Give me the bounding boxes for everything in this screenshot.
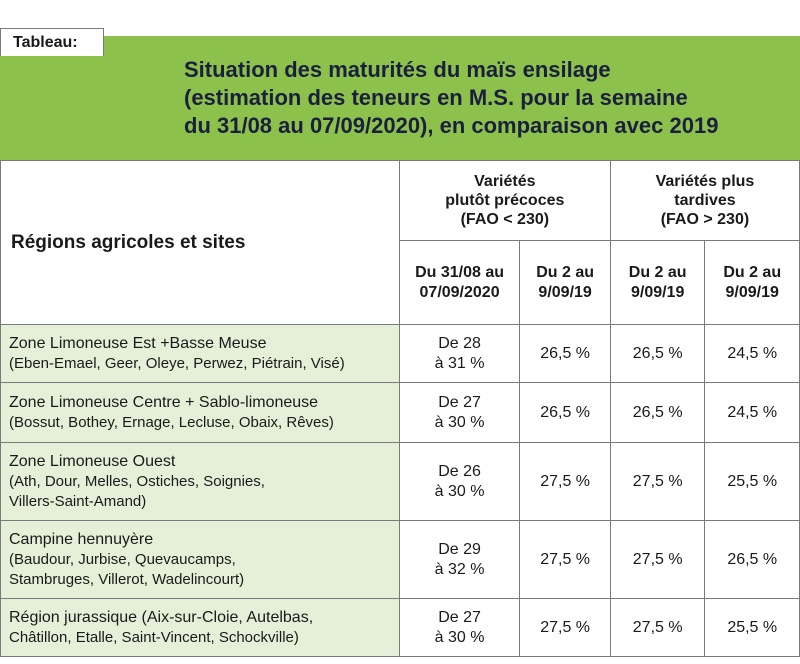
value-cell: 24,5 % — [704, 324, 800, 383]
header-line: 9/09/19 — [630, 283, 685, 301]
region-name: Zone Limoneuse Ouest — [9, 452, 176, 470]
range-line: De 27 — [438, 608, 481, 626]
region-cell: Région jurassique (Aix-sur-Cloie, Autelb… — [0, 598, 400, 657]
value-cell: 26,5 % — [704, 520, 800, 599]
table-row: Région jurassique (Aix-sur-Cloie, Autelb… — [0, 598, 800, 657]
value-cell: 27,5 % — [609, 442, 706, 521]
title-line: Situation des maturités du maïs ensilage — [184, 57, 611, 82]
range-cell: De 29 à 32 % — [398, 520, 521, 599]
region-sites: (Eben-Emael, Geer, Oleye, Perwez, Piétra… — [9, 354, 345, 372]
header-line: Variétés plus — [655, 173, 755, 190]
header-line: 07/09/2020 — [419, 283, 500, 301]
region-sites: Châtillon, Etalle, Saint-Vincent, Schock… — [9, 628, 299, 646]
value-cell: 25,5 % — [704, 442, 800, 521]
header-line: Variétés — [474, 173, 536, 190]
header-col1: Du 31/08 au 07/09/2020 — [398, 240, 521, 325]
region-name: Zone Limoneuse Centre + Sablo-limoneuse — [9, 393, 319, 411]
title-line: du 31/08 au 07/09/2020), en comparaison … — [184, 113, 719, 138]
header-line: (FAO > 230) — [660, 211, 750, 228]
region-cell: Zone Limoneuse Ouest (Ath, Dour, Melles,… — [0, 442, 400, 521]
range-line: à 30 % — [434, 482, 485, 500]
range-cell: De 27 à 30 % — [398, 382, 521, 443]
region-sites: Stambruges, Villerot, Wadelincourt) — [9, 570, 245, 588]
range-line: à 30 % — [434, 413, 485, 431]
value-cell: 25,5 % — [704, 598, 800, 657]
region-sites: (Bossut, Bothey, Ernage, Lecluse, Obaix,… — [9, 413, 334, 431]
table-row: Zone Limoneuse Centre + Sablo-limoneuse … — [0, 382, 800, 443]
value-cell: 24,5 % — [704, 382, 800, 443]
range-line: à 31 % — [434, 354, 485, 372]
value-cell: 26,5 % — [519, 324, 611, 383]
region-cell: Campine hennuyère (Baudour, Jurbise, Que… — [0, 520, 400, 599]
range-cell: De 28 à 31 % — [398, 324, 521, 383]
header-group-early: Variétés plutôt précoces (FAO < 230) — [398, 160, 611, 241]
header-line: tardives — [674, 192, 736, 209]
region-sites: (Baudour, Jurbise, Quevaucamps, — [9, 550, 236, 568]
region-name: Région jurassique (Aix-sur-Cloie, Autelb… — [9, 608, 314, 626]
header-line: 9/09/19 — [725, 283, 779, 301]
range-line: De 28 — [438, 334, 481, 352]
value-cell: 27,5 % — [519, 442, 611, 521]
region-name: Zone Limoneuse Est +Basse Meuse — [9, 334, 267, 352]
title-band — [0, 36, 800, 160]
range-cell: De 27 à 30 % — [398, 598, 521, 657]
value-cell: 27,5 % — [609, 598, 706, 657]
title-line: (estimation des teneurs en M.S. pour la … — [184, 85, 688, 110]
value-cell: 27,5 % — [609, 520, 706, 599]
value-cell: 26,5 % — [609, 324, 706, 383]
table-row: Zone Limoneuse Ouest (Ath, Dour, Melles,… — [0, 442, 800, 521]
value-cell: 26,5 % — [609, 382, 706, 443]
header-col3: Du 2 au 9/09/19 — [609, 240, 706, 325]
region-cell: Zone Limoneuse Est +Basse Meuse (Eben-Em… — [0, 324, 400, 383]
header-line: Du 2 au — [628, 263, 687, 281]
header-regions: Régions agricoles et sites — [0, 160, 400, 325]
header-line: Du 2 au — [723, 263, 782, 281]
value-cell: 26,5 % — [519, 382, 611, 443]
header-line: (FAO < 230) — [460, 211, 550, 228]
maturity-table: Régions agricoles et sites Variétés plut… — [0, 160, 800, 657]
tab-label: Tableau: — [0, 28, 104, 56]
header-line: plutôt précoces — [445, 192, 565, 209]
header-group-late: Variétés plus tardives (FAO > 230) — [609, 160, 800, 241]
range-line: De 26 — [438, 462, 481, 480]
table-row: Campine hennuyère (Baudour, Jurbise, Que… — [0, 520, 800, 599]
range-line: De 27 — [438, 393, 481, 411]
header-col2: Du 2 au 9/09/19 — [519, 240, 611, 325]
range-line: De 29 — [438, 540, 481, 558]
table-row: Zone Limoneuse Est +Basse Meuse (Eben-Em… — [0, 324, 800, 383]
value-cell: 27,5 % — [519, 598, 611, 657]
region-name: Campine hennuyère — [9, 530, 154, 548]
region-sites: (Ath, Dour, Melles, Ostiches, Soignies, — [9, 472, 265, 490]
header-line: Du 31/08 au — [415, 263, 505, 281]
range-line: à 30 % — [434, 628, 485, 646]
range-line: à 32 % — [434, 560, 485, 578]
table-title: Situation des maturités du maïs ensilage… — [184, 56, 784, 140]
region-sites: Villers-Saint-Amand) — [9, 492, 147, 510]
range-cell: De 26 à 30 % — [398, 442, 521, 521]
header-col4: Du 2 au 9/09/19 — [704, 240, 800, 325]
region-cell: Zone Limoneuse Centre + Sablo-limoneuse … — [0, 382, 400, 443]
value-cell: 27,5 % — [519, 520, 611, 599]
header-line: 9/09/19 — [538, 283, 592, 301]
header-line: Du 2 au — [536, 263, 595, 281]
